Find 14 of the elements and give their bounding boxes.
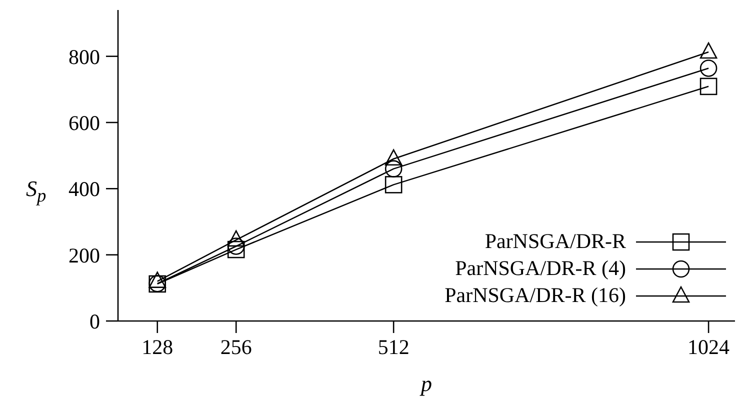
- x-axis-title: p: [419, 371, 432, 396]
- y-tick-label: 400: [68, 177, 100, 202]
- x-tick-label: 128: [142, 334, 174, 359]
- y-tick-label: 0: [90, 309, 100, 334]
- legend-label: ParNSGA/DR-R: [484, 229, 626, 254]
- legend-label: ParNSGA/DR-R (4): [455, 256, 626, 281]
- y-tick-label: 600: [68, 110, 100, 135]
- y-tick-label: 200: [68, 243, 100, 268]
- y-axis-title: S$_{p}$: [26, 176, 46, 206]
- x-tick-label: 512: [378, 334, 410, 359]
- x-tick-label: 256: [220, 334, 252, 359]
- y-tick-label: 800: [68, 44, 100, 69]
- x-tick-label: 1024: [688, 334, 730, 359]
- legend-label: ParNSGA/DR-R (16): [444, 283, 626, 308]
